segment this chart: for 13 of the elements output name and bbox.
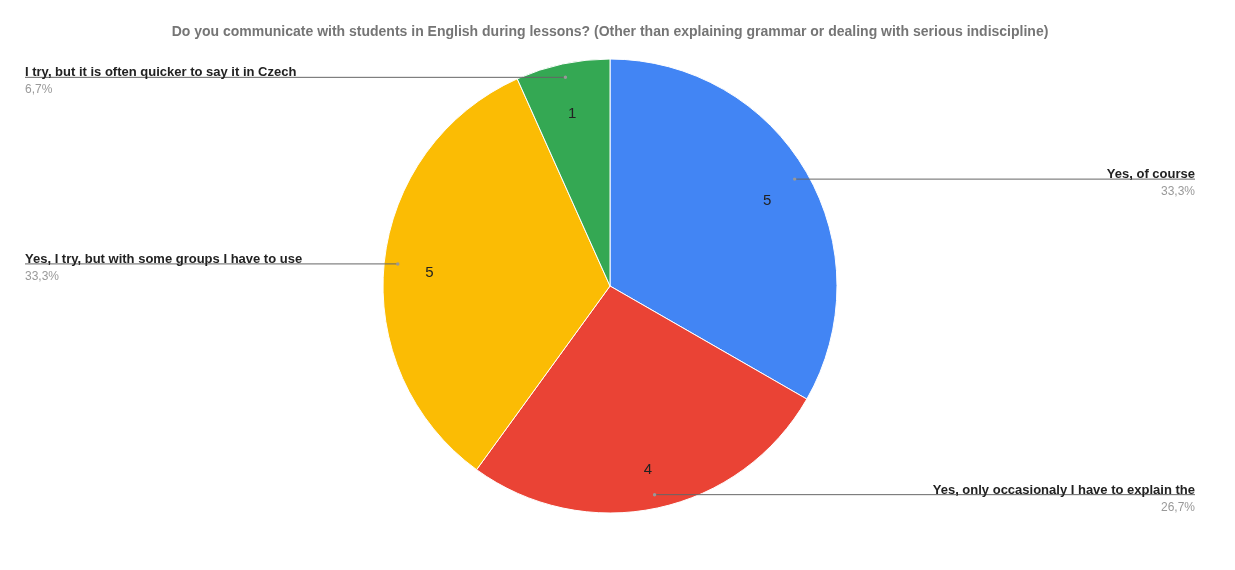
text: 1 bbox=[567, 104, 577, 122]
data-label: 6,7% bbox=[25, 82, 53, 97]
data-label: 26,7% bbox=[1160, 499, 1196, 514]
text: 5 bbox=[425, 263, 434, 281]
chart-title: Do you communicate with students in English during lessons? (Other than explaining grammar or dealing with serious indiscipline) bbox=[171, 23, 1049, 39]
data-label: 33,3% bbox=[1160, 184, 1196, 199]
slice-label: I try, but it is often quicker to say it in Czech bbox=[25, 64, 297, 80]
slice-label: Yes, of course bbox=[1106, 166, 1195, 182]
text: 5 bbox=[763, 191, 772, 209]
data-label: 33,3% bbox=[25, 268, 60, 283]
slice-label: Yes, only occasionaly I have to explain the bbox=[932, 481, 1195, 497]
slice-label: Yes, I try, but with some groups I have to use bbox=[25, 250, 303, 266]
text: 4 bbox=[643, 459, 653, 477]
